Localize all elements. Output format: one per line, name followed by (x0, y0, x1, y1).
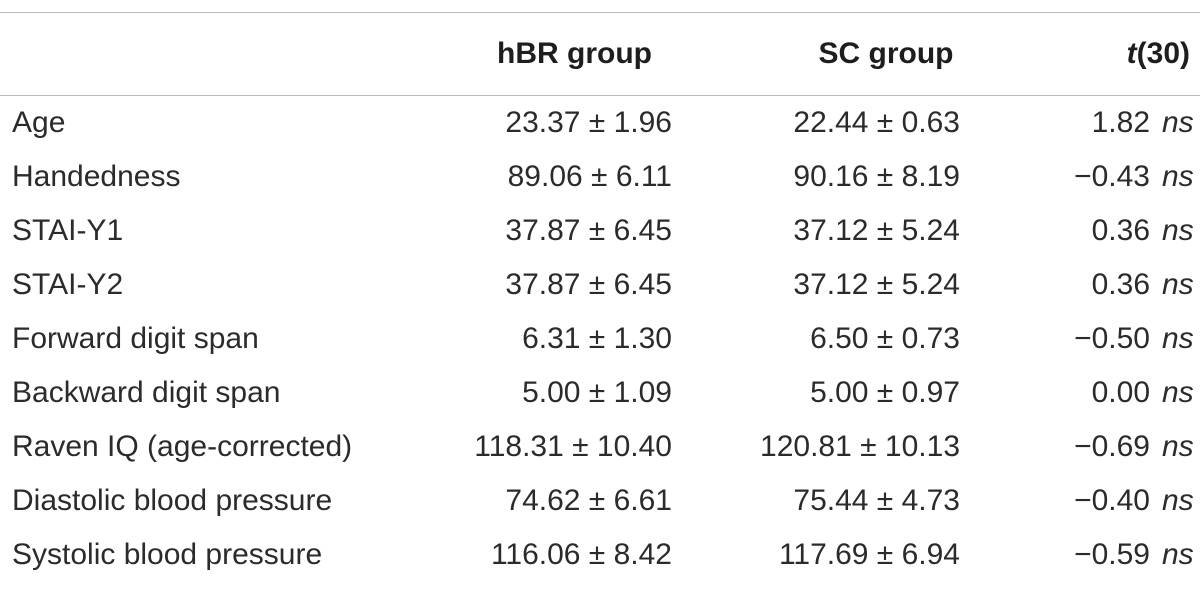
comparison-table-body: Age 23.37 ± 1.96 22.44 ± 0.63 1.82 ns Handedn… (0, 96, 1200, 582)
hbr-value: 6.31 ± 1.30 (522, 322, 672, 355)
sc-value: 120.81 ± 10.13 (760, 430, 960, 463)
hbr-value: 89.06 ± 6.11 (507, 160, 672, 193)
header-t-df: (30) (1136, 37, 1190, 70)
p-value: ns (1162, 268, 1194, 301)
row-label: Age (12, 106, 66, 139)
comparison-table: hBR group SC group t(30) P (0, 13, 1200, 95)
header-t-statistic: t(30) (1020, 13, 1200, 95)
hbr-value: 23.37 ± 1.96 (505, 106, 672, 139)
header-label-column (0, 13, 397, 95)
p-value: ns (1162, 214, 1194, 247)
p-value: ns (1162, 430, 1194, 463)
row-label: STAI-Y2 (12, 268, 124, 301)
hbr-value: 116.06 ± 8.42 (490, 538, 672, 571)
row-label: Raven IQ (age-corrected) (12, 430, 353, 463)
hbr-value: 74.62 ± 6.61 (505, 484, 672, 517)
sc-value: 37.12 ± 5.24 (793, 214, 960, 247)
sc-value: 5.00 ± 0.97 (810, 376, 960, 409)
hbr-value: 5.00 ± 1.09 (522, 376, 672, 409)
header-rule (0, 95, 1200, 96)
hbr-value: 37.87 ± 6.45 (505, 214, 672, 247)
row-label: STAI-Y1 (12, 214, 124, 247)
sc-value: 37.12 ± 5.24 (793, 268, 960, 301)
table-row: Handedness 89.06 ± 6.11 90.16 ± 8.19 −0.43 n… (0, 150, 1200, 204)
p-value: ns (1162, 538, 1194, 571)
hbr-value: 118.31 ± 10.40 (474, 430, 672, 463)
t-value: −0.69 (1074, 430, 1150, 463)
t-value: 0.36 (1091, 214, 1150, 247)
t-value: −0.59 (1074, 538, 1150, 571)
t-value: −0.50 (1074, 322, 1150, 355)
table-row: Age 23.37 ± 1.96 22.44 ± 0.63 1.82 ns (0, 96, 1200, 150)
data-table-container: hBR group SC group t(30) P Age 23.37 ± 1.… (0, 12, 1200, 582)
row-label: Systolic blood pressure (12, 538, 323, 571)
table-row: Systolic blood pressure 116.06 ± 8.42 117.… (0, 528, 1200, 582)
table-row: Diastolic blood pressure 74.62 ± 6.61 75.4… (0, 474, 1200, 528)
row-label: Handedness (12, 160, 181, 193)
header-row: hBR group SC group t(30) P (0, 13, 1200, 95)
row-label: Diastolic blood pressure (12, 484, 333, 517)
sc-value: 6.50 ± 0.73 (810, 322, 960, 355)
table-row: STAI-Y1 37.87 ± 6.45 37.12 ± 5.24 0.36 ns (0, 204, 1200, 258)
t-value: 1.82 (1091, 106, 1150, 139)
table-row: STAI-Y2 37.87 ± 6.45 37.12 ± 5.24 0.36 ns (0, 258, 1200, 312)
sc-value: 90.16 ± 8.19 (793, 160, 960, 193)
t-value: −0.40 (1074, 484, 1150, 517)
header-t-symbol: t (1126, 37, 1137, 70)
table-row: Forward digit span 6.31 ± 1.30 6.50 ± 0.73… (0, 312, 1200, 366)
top-rule (0, 12, 1200, 13)
t-value: 0.00 (1091, 376, 1150, 409)
p-value: ns (1162, 484, 1194, 517)
p-value: ns (1162, 106, 1194, 139)
p-value: ns (1162, 376, 1194, 409)
table-row: Raven IQ (age-corrected) 118.31 ± 10.40 12… (0, 420, 1200, 474)
header-hbr-group: hBR group (497, 37, 652, 70)
header-sc-group: SC group (818, 37, 954, 70)
t-value: 0.36 (1091, 268, 1150, 301)
t-value: −0.43 (1074, 160, 1150, 193)
table-row: Backward digit span 5.00 ± 1.09 5.00 ± 0.9… (0, 366, 1200, 420)
sc-value: 117.69 ± 6.94 (778, 538, 960, 571)
p-value: ns (1162, 160, 1194, 193)
row-label: Forward digit span (12, 322, 259, 355)
sc-value: 22.44 ± 0.63 (793, 106, 960, 139)
p-value: ns (1162, 322, 1194, 355)
row-label: Backward digit span (12, 376, 281, 409)
sc-value: 75.44 ± 4.73 (793, 484, 960, 517)
hbr-value: 37.87 ± 6.45 (505, 268, 672, 301)
